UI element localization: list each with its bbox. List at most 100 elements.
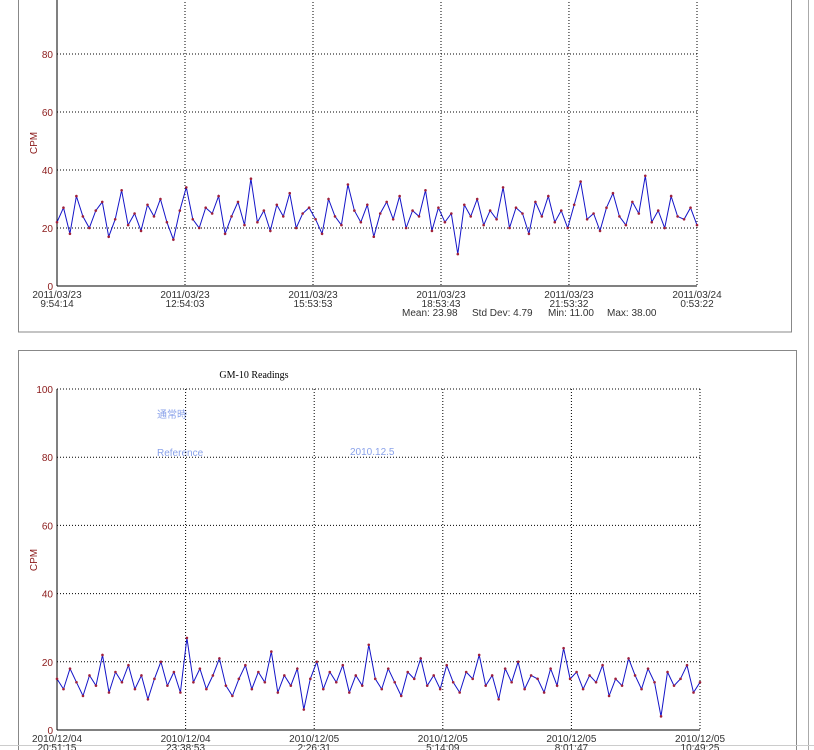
data-point — [432, 674, 436, 677]
data-point — [133, 687, 137, 691]
x-tick-label: 2011/03/24 — [672, 290, 722, 301]
data-point — [334, 680, 338, 684]
data-point — [581, 687, 585, 691]
chart-title: GM-10 Readings — [219, 370, 288, 381]
data-point — [503, 667, 507, 670]
data-point — [301, 212, 304, 215]
data-point — [347, 691, 351, 694]
data-point — [425, 684, 429, 687]
data-point — [114, 670, 117, 674]
y-tick-label: 80 — [42, 453, 54, 464]
data-point — [81, 694, 85, 698]
x-tick-label: 2011/03/23 — [416, 290, 466, 301]
data-point — [140, 674, 143, 677]
data-point — [172, 238, 175, 241]
stat-label: Std Dev: 4.79 — [472, 308, 533, 319]
data-point — [637, 212, 641, 215]
y-tick-label: 80 — [42, 50, 54, 61]
data-point — [501, 186, 505, 189]
data-point — [698, 680, 702, 684]
data-point — [666, 670, 669, 674]
data-point — [451, 680, 455, 684]
data-point — [367, 643, 371, 647]
x-tick-label: 2011/03/23 — [160, 290, 210, 301]
x-tick-label: 2010/12/04 — [161, 734, 211, 745]
data-point — [411, 209, 414, 212]
data-point — [205, 687, 208, 691]
data-point — [588, 674, 591, 677]
data-point — [495, 218, 498, 221]
data-point — [562, 646, 565, 650]
data-point — [341, 663, 345, 667]
data-point — [464, 670, 468, 674]
data-point — [380, 687, 384, 691]
stat-label: Mean: 23.98 — [402, 308, 458, 319]
y-tick-label: 100 — [36, 385, 53, 396]
data-point — [471, 677, 474, 681]
data-point — [417, 215, 421, 218]
data-point — [385, 200, 388, 204]
data-point — [256, 220, 259, 224]
x-tick-label: 2011/03/23 — [32, 290, 82, 301]
data-point — [497, 698, 500, 701]
data-point — [224, 684, 228, 687]
x-tick-label: 2:26:31 — [298, 743, 332, 750]
data-point — [75, 194, 78, 198]
data-point — [120, 189, 123, 192]
data-point — [676, 215, 679, 218]
data-point — [484, 684, 487, 687]
x-tick-label: 2011/03/23 — [544, 290, 594, 301]
data-point — [514, 206, 518, 209]
stat-label: Min: 11.00 — [548, 308, 594, 319]
data-point — [68, 232, 72, 236]
data-point — [424, 189, 427, 192]
data-point — [340, 223, 343, 227]
data-point — [185, 636, 189, 640]
data-point — [679, 677, 682, 681]
data-point — [139, 229, 143, 233]
data-point — [198, 667, 202, 670]
data-point — [223, 232, 227, 236]
x-tick-label: 8:01:47 — [555, 743, 589, 750]
data-point — [373, 677, 377, 681]
data-line — [56, 175, 698, 255]
y-tick-label: 20 — [42, 658, 54, 669]
data-point — [191, 218, 195, 221]
data-point — [68, 667, 72, 670]
data-point — [275, 203, 279, 207]
data-point — [601, 663, 604, 667]
data-point — [663, 226, 666, 230]
data-point — [262, 209, 266, 212]
data-point — [391, 218, 395, 221]
data-point — [178, 209, 182, 212]
data-point — [192, 680, 195, 684]
data-point — [508, 226, 511, 230]
data-point — [594, 680, 598, 684]
data-point — [107, 235, 111, 238]
annotation: 2010.12.5 — [350, 447, 395, 458]
data-point — [288, 191, 292, 195]
data-point — [669, 194, 673, 198]
data-point — [598, 229, 602, 233]
y-tick-label: 40 — [42, 166, 54, 177]
data-point — [555, 684, 559, 687]
data-point — [166, 684, 169, 687]
data-point — [445, 663, 448, 667]
data-point — [333, 215, 337, 218]
x-tick-label: 2010/12/05 — [546, 734, 596, 745]
data-point — [438, 687, 442, 691]
x-tick-label: 23:38:53 — [166, 743, 205, 750]
data-point — [412, 677, 416, 681]
data-point — [159, 660, 163, 664]
x-tick-label: 0:53:22 — [680, 299, 714, 310]
data-point — [62, 687, 65, 691]
data-point — [547, 194, 550, 198]
data-point — [611, 191, 615, 195]
data-point — [172, 670, 176, 674]
data-point — [456, 252, 460, 256]
data-point — [443, 220, 447, 224]
data-point — [270, 650, 273, 653]
data-point — [289, 684, 293, 687]
data-point — [210, 212, 214, 215]
